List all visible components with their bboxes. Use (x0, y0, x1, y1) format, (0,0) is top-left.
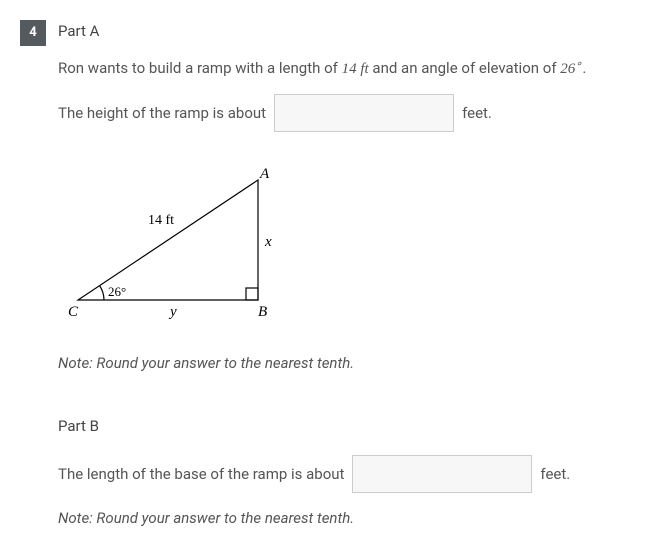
answer-post-text: feet. (540, 463, 570, 486)
question-number-badge: 4 (20, 20, 46, 46)
right-angle-icon (246, 288, 258, 300)
angle-value: 26 (560, 61, 575, 77)
question-content: Part A Ron wants to build a ramp with a … (58, 20, 647, 530)
degree-symbol: ∘ (575, 58, 582, 70)
side-y-label: y (168, 304, 177, 320)
triangle-diagram: A B C 14 ft x y 26° (58, 160, 647, 330)
part-b-label: Part B (58, 415, 647, 438)
part-b-answer-line: The length of the base of the ramp is ab… (58, 455, 647, 493)
prompt-text: . (582, 59, 586, 77)
triangle-shape (78, 180, 258, 300)
length-value: 14 ft (342, 61, 369, 77)
part-a-prompt: Ron wants to build a ramp with a length … (58, 57, 647, 81)
part-b-answer-input[interactable] (352, 455, 532, 493)
part-a-answer-input[interactable] (274, 94, 454, 132)
prompt-text: and an angle of elevation of (369, 59, 561, 77)
part-a-note: Note: Round your answer to the nearest t… (58, 352, 647, 375)
part-a-answer-line: The height of the ramp is about feet. (58, 94, 647, 132)
answer-post-text: feet. (462, 102, 492, 125)
side-x-label: x (264, 234, 272, 250)
vertex-a-label: A (259, 166, 270, 182)
vertex-b-label: B (258, 304, 267, 320)
hypotenuse-label: 14 ft (148, 213, 174, 228)
angle-label: 26° (108, 284, 126, 299)
vertex-c-label: C (68, 304, 79, 320)
prompt-text: Ron wants to build a ramp with a length … (58, 59, 342, 77)
angle-arc (100, 286, 105, 301)
answer-pre-text: The length of the base of the ramp is ab… (58, 463, 344, 486)
answer-pre-text: The height of the ramp is about (58, 102, 266, 125)
part-a-label: Part A (58, 20, 647, 43)
part-b-note: Note: Round your answer to the nearest t… (58, 507, 647, 530)
